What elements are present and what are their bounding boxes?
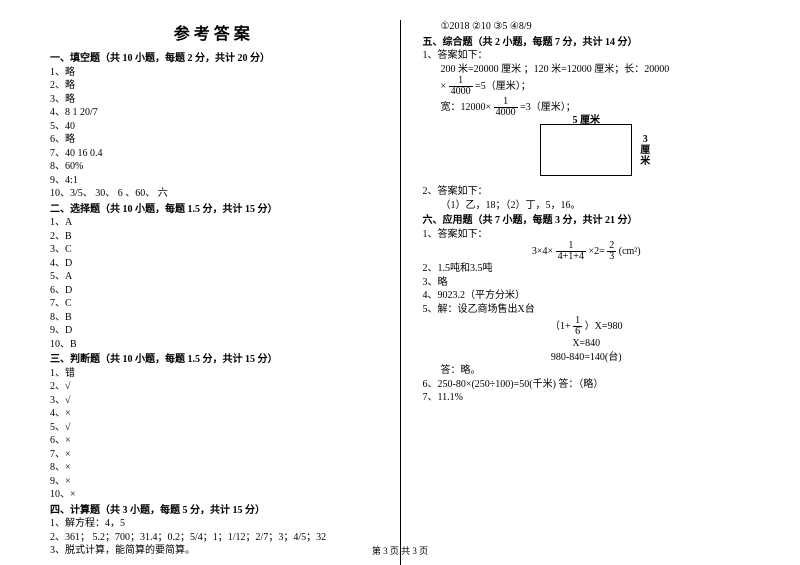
s2-10: 10、B — [50, 338, 378, 352]
sec5-heading: 五、综合题（共 2 小题，每题 7 分，共计 14 分） — [423, 36, 751, 50]
s4-1: 1、解方程：4，5 — [50, 517, 378, 531]
s1-1: 1、略 — [50, 66, 378, 80]
s5-1: 1、答案如下： — [423, 49, 751, 63]
s2-9: 9、D — [50, 324, 378, 338]
s6-5a: （1+ 1 6 ）X=980 — [423, 316, 751, 337]
rect-right-label: 3 厘 米 — [633, 125, 657, 175]
s3-7: 7、× — [50, 448, 378, 462]
s5-1b-pre: × — [441, 81, 447, 92]
s6-3: 3、略 — [423, 276, 751, 290]
s2-7: 7、C — [50, 297, 378, 311]
fraction-1-4000b: 1 4000 — [494, 97, 518, 118]
rect-r1: 3 — [633, 134, 657, 145]
rectangle: 5 厘米 3 厘 米 — [540, 124, 632, 176]
frac-den: 3 — [607, 252, 616, 262]
s1-5: 5、40 — [50, 120, 378, 134]
s1-9: 9、4:1 — [50, 174, 378, 188]
s1-4: 4、8 1 20/7 — [50, 106, 378, 120]
sec1-heading: 一、填空题（共 10 小题，每题 2 分，共计 20 分） — [50, 52, 378, 66]
s3-10: 10、× — [50, 488, 378, 502]
s6-4: 4、9023.2（平方分米） — [423, 289, 751, 303]
s3-4: 4、× — [50, 407, 378, 421]
s5-1b: × 1 4000 =5（厘米）； — [423, 76, 751, 97]
s1-2: 2、略 — [50, 79, 378, 93]
s6-1: 1、答案如下： — [423, 228, 751, 242]
rect-r2: 厘 — [633, 145, 657, 156]
s5-1a: 200 米=20000 厘米 ；120 米=12000 厘米；长：20000 — [423, 63, 751, 77]
eq-mid: ×2= — [588, 246, 604, 257]
page-footer: 第 3 页 共 3 页 — [0, 544, 800, 557]
rectangle-diagram: 5 厘米 3 厘 米 — [423, 124, 751, 179]
s3-2: 2、√ — [50, 380, 378, 394]
s1-6: 6、略 — [50, 133, 378, 147]
frac-den: 4+1+4 — [556, 252, 586, 262]
s6-5a-post: ）X=980 — [585, 321, 623, 332]
fraction-1-6: 1 6 — [573, 316, 582, 337]
s2-3: 3、C — [50, 243, 378, 257]
s1-7: 7、40 16 0.4 — [50, 147, 378, 161]
top-answers: ①2018 ②10 ③5 ④8/9 — [423, 20, 751, 34]
s3-3: 3、√ — [50, 394, 378, 408]
left-column: 参考答案 一、填空题（共 10 小题，每题 2 分，共计 20 分） 1、略 2… — [40, 20, 396, 565]
s5-2a: （1）乙，18；（2）丁，5，16。 — [423, 199, 751, 213]
s6-6: 6、250-80×(250÷100)=50(千米) 答：（略） — [423, 378, 751, 392]
s5-1b-post: =5（厘米）； — [475, 81, 531, 92]
s4-2: 2、361； 5.2；700；31.4；0.2；5/4；1；1/12；2/7；3… — [50, 531, 378, 545]
fraction-2-3: 2 3 — [607, 241, 616, 262]
rect-top-label: 5 厘米 — [541, 111, 631, 126]
rect-r3: 米 — [633, 156, 657, 167]
s1-3: 3、略 — [50, 93, 378, 107]
s6-5: 5、解：设乙商场售出X台 — [423, 303, 751, 317]
frac-den: 6 — [573, 327, 582, 337]
s2-5: 5、A — [50, 270, 378, 284]
s6-7: 7、11.1% — [423, 391, 751, 405]
s3-5: 5、√ — [50, 421, 378, 435]
s6-5b: X=840 — [423, 337, 751, 351]
s3-8: 8、× — [50, 461, 378, 475]
frac-den: 4000 — [494, 108, 518, 118]
s3-1: 1、错 — [50, 367, 378, 381]
s6-5a-pre: （1+ — [550, 321, 571, 332]
s5-1c-pre: 宽：12000× — [441, 102, 492, 113]
s1-8: 8、60% — [50, 160, 378, 174]
fraction-1-4000a: 1 4000 — [449, 76, 473, 97]
s2-2: 2、B — [50, 230, 378, 244]
column-divider — [400, 20, 401, 565]
s6-5d: 答：略。 — [423, 364, 751, 378]
s2-4: 4、D — [50, 257, 378, 271]
s1-10: 10、3/5、 30、 6 、60、 六 — [50, 187, 378, 201]
sec6-heading: 六、应用题（共 7 小题，每题 3 分，共计 21 分） — [423, 214, 751, 228]
s5-2: 2、答案如下： — [423, 185, 751, 199]
s3-6: 6、× — [50, 434, 378, 448]
page-title: 参考答案 — [50, 20, 378, 44]
sec4-heading: 四、计算题（共 3 小题，每题 5 分，共计 15 分） — [50, 504, 378, 518]
eq-pre: 3×4× — [532, 246, 553, 257]
s2-8: 8、B — [50, 311, 378, 325]
frac-den: 4000 — [449, 87, 473, 97]
sec2-heading: 二、选择题（共 10 小题，每题 1.5 分，共计 15 分） — [50, 203, 378, 217]
s6-1-eq: 3×4× 1 4+1+4 ×2= 2 3 (cm²) — [423, 241, 751, 262]
s6-5c: 980-840=140(台) — [423, 351, 751, 365]
sec3-heading: 三、判断题（共 10 小题，每题 1.5 分，共计 15 分） — [50, 353, 378, 367]
s2-6: 6、D — [50, 284, 378, 298]
right-column: ①2018 ②10 ③5 ④8/9 五、综合题（共 2 小题，每题 7 分，共计… — [405, 20, 761, 565]
page: 参考答案 一、填空题（共 10 小题，每题 2 分，共计 20 分） 1、略 2… — [0, 0, 800, 565]
s6-2: 2、1.5吨和3.5吨 — [423, 262, 751, 276]
s2-1: 1、A — [50, 216, 378, 230]
eq-post: (cm²) — [619, 246, 641, 257]
fraction-1-414: 1 4+1+4 — [556, 241, 586, 262]
s3-9: 9、× — [50, 475, 378, 489]
